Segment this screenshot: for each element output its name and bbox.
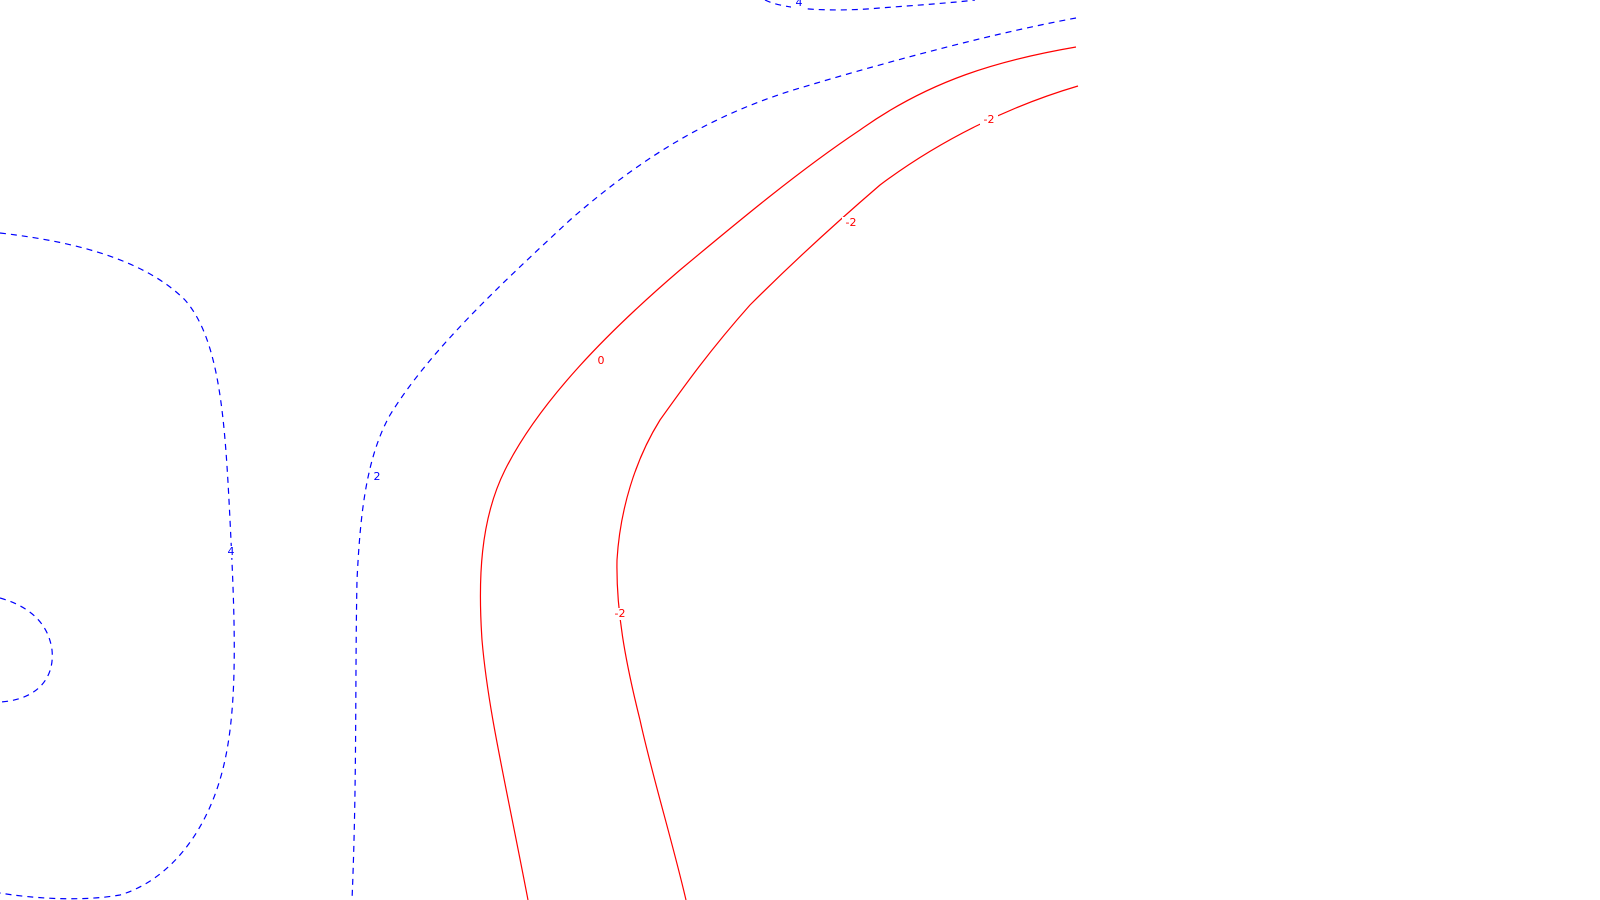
contour-label-bg	[791, 0, 807, 9]
contour-label-bg	[594, 355, 608, 367]
contour-line-6-left	[0, 597, 53, 703]
contour-label-0: 0	[598, 354, 605, 367]
contour-label-minus-2-middle: -2	[846, 216, 857, 229]
contour-label-minus-2-bottom: -2	[615, 607, 626, 620]
contour-label-4-top: 4	[796, 0, 803, 9]
contour-label-bg	[611, 608, 629, 620]
contour-label-4-left: 4	[228, 545, 235, 558]
contour-label-minus-2-top: -2	[984, 113, 995, 126]
contour-label-bg	[980, 114, 998, 126]
contour-line-4-top	[764, 0, 976, 11]
contour-line-minus-2	[616, 85, 1079, 900]
contour-label-bg	[370, 471, 384, 483]
contour-label-bg	[224, 546, 238, 558]
contour-labels: 4 4 2 0 -2 -2 -2	[224, 0, 998, 620]
contour-line-4-left	[0, 232, 235, 900]
contour-label-bg	[842, 217, 860, 229]
contour-line-2	[351, 17, 1077, 900]
contour-label-2: 2	[374, 470, 381, 483]
contour-line-0	[479, 46, 1077, 900]
